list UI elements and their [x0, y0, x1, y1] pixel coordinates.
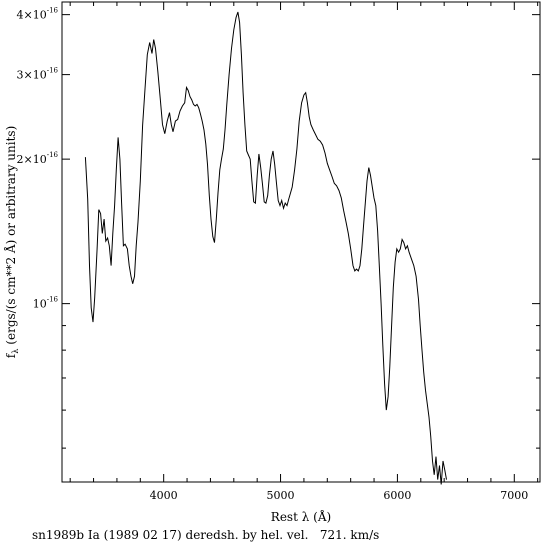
y-axis-label-symbol: f	[4, 352, 18, 358]
y-axis-label-subscript: λ	[11, 349, 20, 354]
y-axis-ticks: 4×10-16 3×10-16 2×10-16 10-16	[17, 7, 540, 449]
y-axis-label-text: (ergs/(s cm**2 Å) or arbitrary units)	[3, 126, 18, 345]
spectrum-line	[84, 11, 447, 485]
plot-caption: sn1989b Ia (1989 02 17) deredsh. by hel.…	[32, 528, 380, 542]
svg-text:fλ(ergs/(s cm**2 Å) or arbitra: fλ (ergs/(s cm**2 Å) or arbitrary units)	[3, 126, 20, 358]
x-tick-label: 6000	[383, 489, 411, 502]
plot-frame	[61, 1, 541, 483]
x-tick-label: 7000	[500, 489, 528, 502]
x-axis-label: Rest λ (Å)	[271, 509, 331, 524]
y-tick-label: 2×10-16	[17, 151, 59, 166]
x-tick-label: 5000	[267, 489, 295, 502]
y-tick-label: 4×10-16	[17, 7, 59, 22]
y-tick-label: 3×10-16	[17, 67, 59, 82]
y-tick-label: 10-16	[33, 296, 59, 311]
x-axis-ticks: 4000 5000 6000 7000	[69, 2, 539, 502]
x-tick-label: 4000	[150, 489, 178, 502]
y-axis-label: fλ (ergs/(s cm**2 Å) or arbitrary units)	[3, 126, 20, 358]
